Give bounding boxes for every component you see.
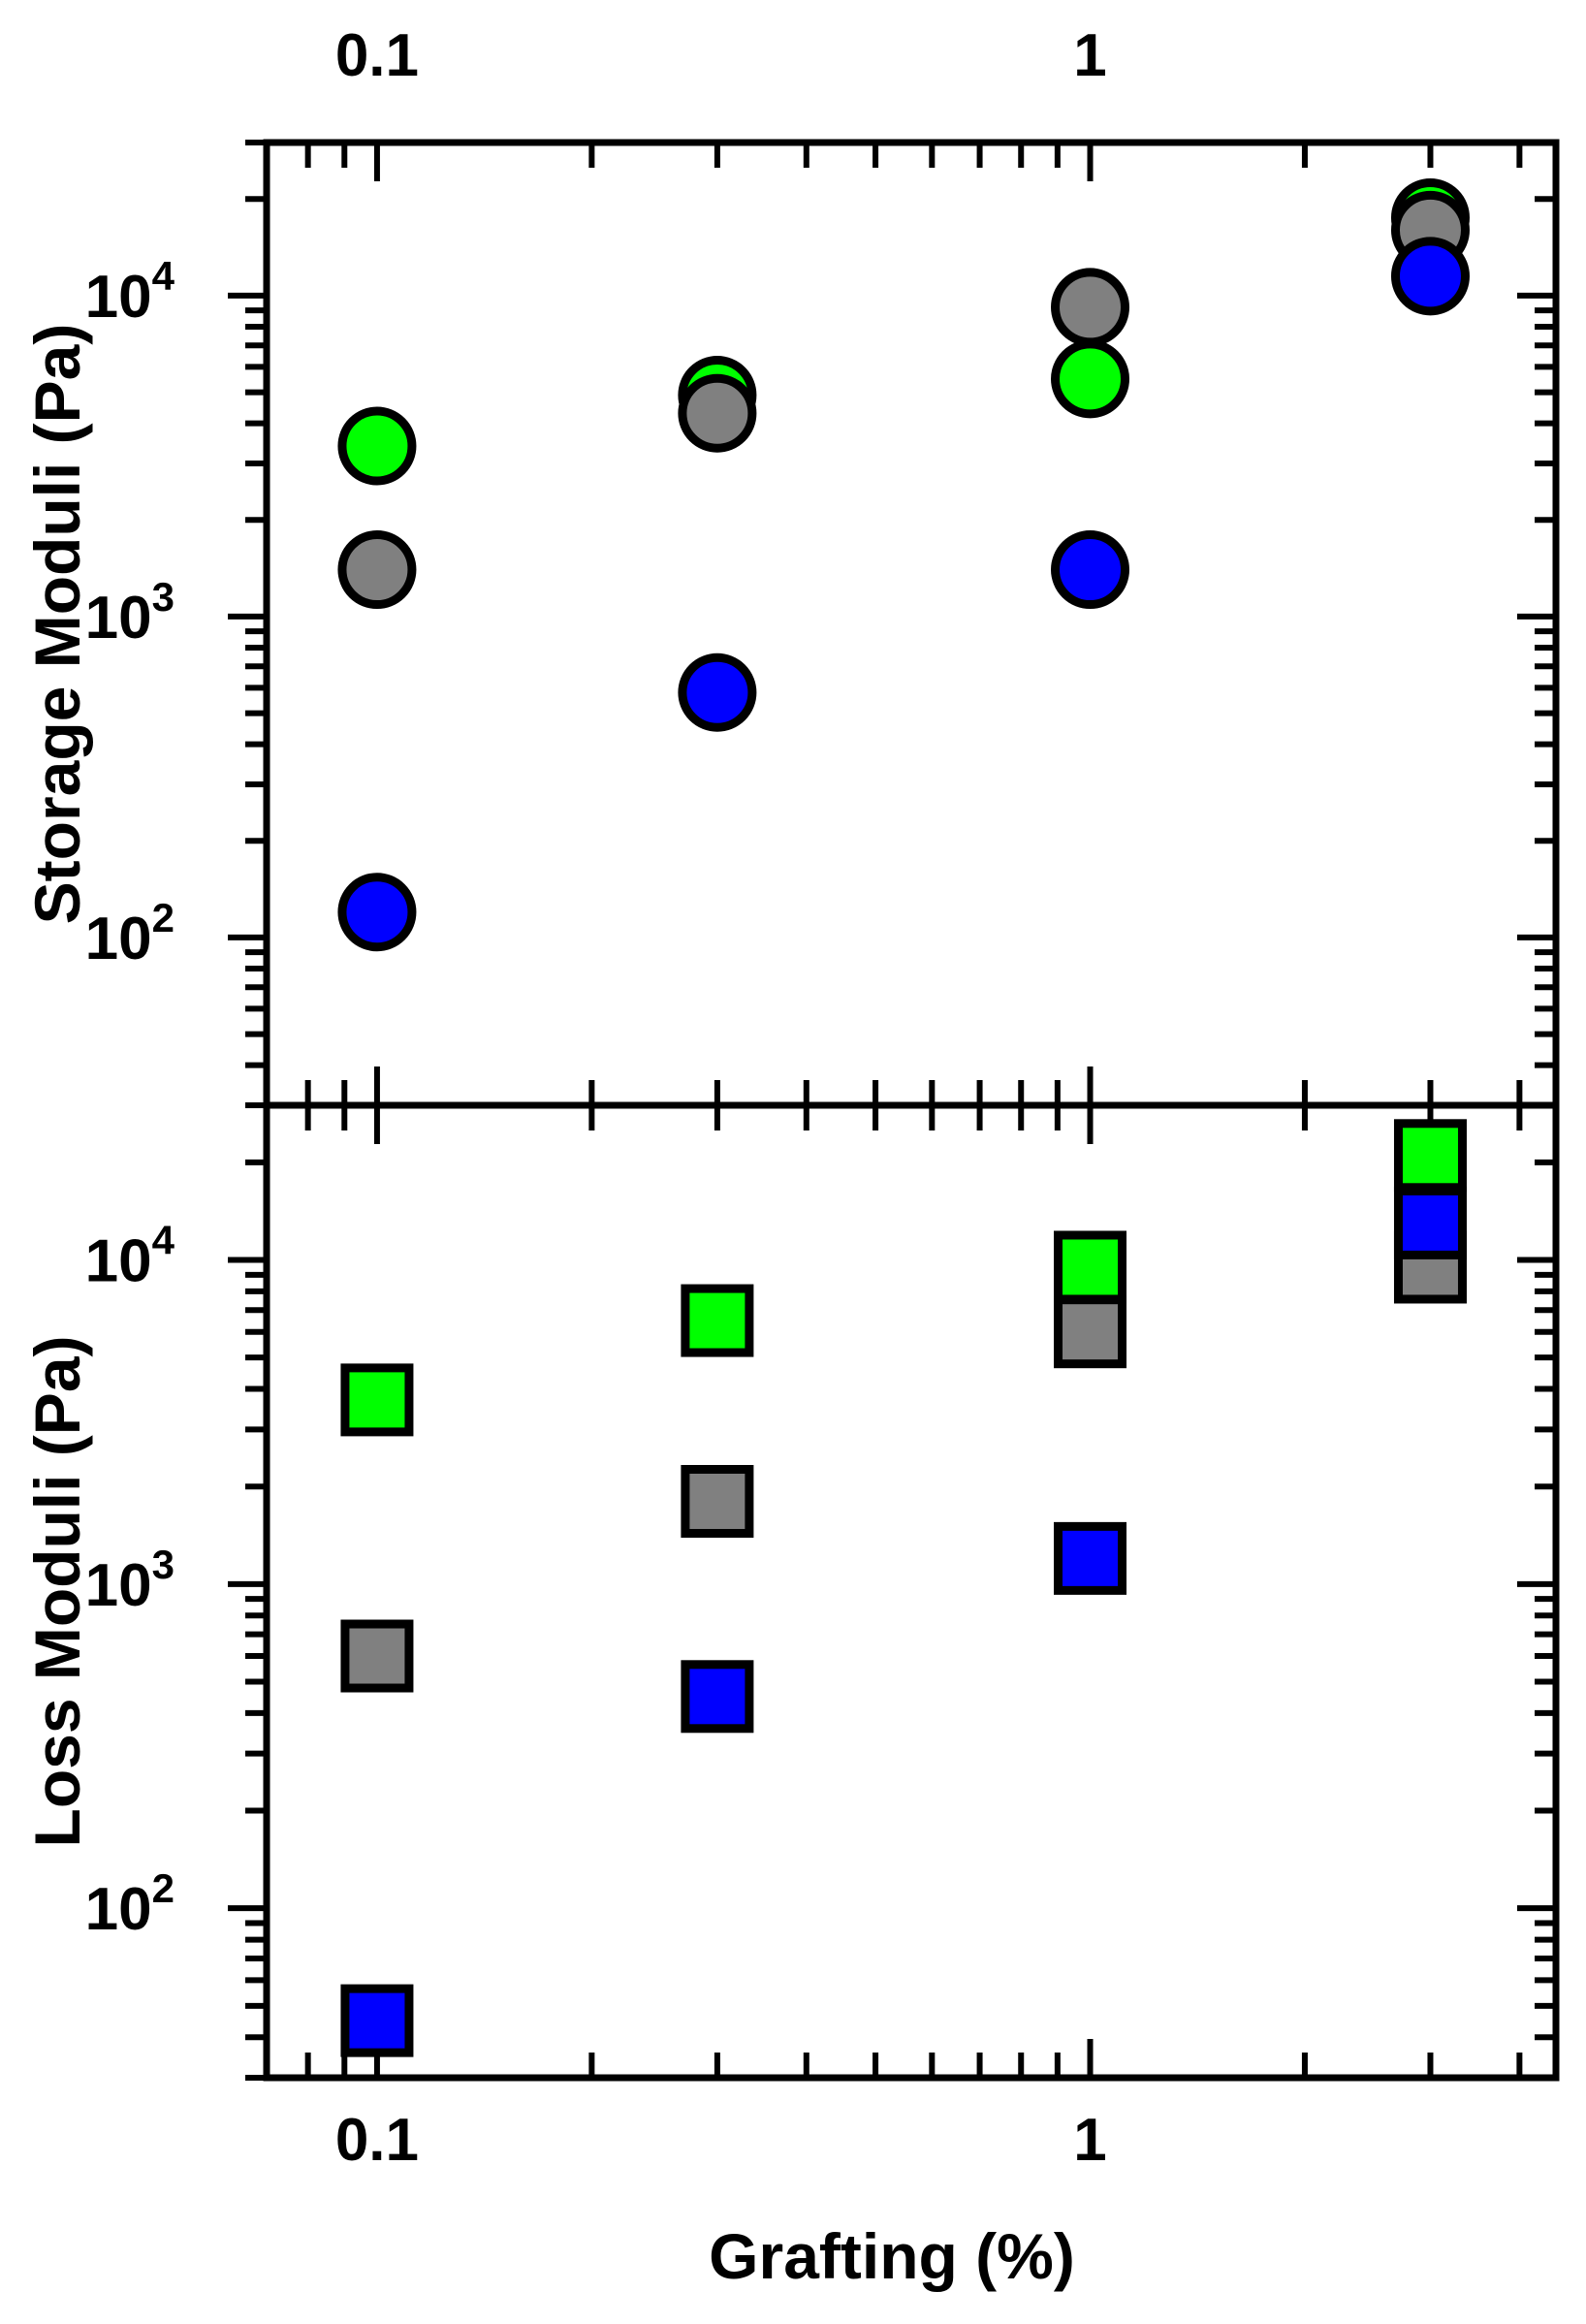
bottom-x-tick-label: 0.1 bbox=[335, 2107, 419, 2174]
top-x-tick-label: 0.1 bbox=[335, 22, 419, 89]
data-point-circle bbox=[1051, 268, 1130, 347]
y-tick-label-exponent: 4 bbox=[152, 1218, 175, 1263]
data-point-circle bbox=[678, 653, 757, 732]
data-point-circle bbox=[337, 406, 417, 486]
x-axis-label: Grafting (%) bbox=[709, 2220, 1075, 2292]
data-point-circle bbox=[1051, 339, 1130, 419]
data-point-square bbox=[340, 1984, 414, 2057]
y-tick-label-exponent: 3 bbox=[152, 1542, 174, 1587]
data-point-circle bbox=[337, 873, 417, 952]
data-point-circle bbox=[1390, 237, 1470, 316]
data-point-square bbox=[1393, 1119, 1467, 1193]
data-point-square bbox=[1054, 1230, 1127, 1304]
y-tick-label: 104 bbox=[85, 1218, 175, 1295]
data-point-square bbox=[340, 1619, 414, 1693]
data-point-square bbox=[681, 1660, 754, 1734]
data-point-square bbox=[340, 1363, 414, 1437]
data-point-circle bbox=[1051, 530, 1130, 610]
data-point-square bbox=[1393, 1186, 1467, 1259]
y-tick-label-exponent: 2 bbox=[152, 1865, 174, 1911]
top-x-tick-label: 1 bbox=[1073, 22, 1106, 89]
y-axis-label: Storage Moduli (Pa) bbox=[21, 324, 93, 925]
plot-frame bbox=[263, 139, 1560, 1109]
data-point-square bbox=[681, 1465, 754, 1539]
plot-frame bbox=[263, 1101, 1560, 2082]
y-tick-label-exponent: 2 bbox=[152, 895, 174, 940]
y-tick-label: 103 bbox=[85, 1542, 174, 1619]
data-point-square bbox=[1054, 1295, 1127, 1369]
shared-axis-labels: 0.1 1 0.1 1 Grafting (%) bbox=[335, 22, 1107, 2292]
y-axis-label: Loss Moduli (Pa) bbox=[21, 1336, 93, 1848]
y-tick-label: 102 bbox=[85, 895, 174, 972]
y-tick-label-exponent: 3 bbox=[152, 574, 174, 620]
data-point-square bbox=[1054, 1521, 1127, 1595]
y-tick-label-base: 10 bbox=[85, 1228, 152, 1295]
y-tick-label-base: 10 bbox=[85, 585, 152, 652]
data-point-circle bbox=[337, 530, 417, 610]
y-tick-label: 102 bbox=[85, 1865, 174, 1943]
y-tick-label-base: 10 bbox=[85, 1876, 152, 1943]
data-point-square bbox=[681, 1284, 754, 1357]
y-tick-label-base: 10 bbox=[85, 906, 152, 972]
bottom-x-tick-label: 1 bbox=[1073, 2107, 1106, 2174]
y-tick-label-exponent: 4 bbox=[152, 253, 175, 299]
data-point-circle bbox=[678, 373, 757, 453]
y-tick-label-base: 10 bbox=[85, 264, 152, 331]
y-tick-label: 104 bbox=[85, 253, 175, 331]
y-tick-label: 103 bbox=[85, 574, 174, 652]
y-tick-label-base: 10 bbox=[85, 1552, 152, 1619]
